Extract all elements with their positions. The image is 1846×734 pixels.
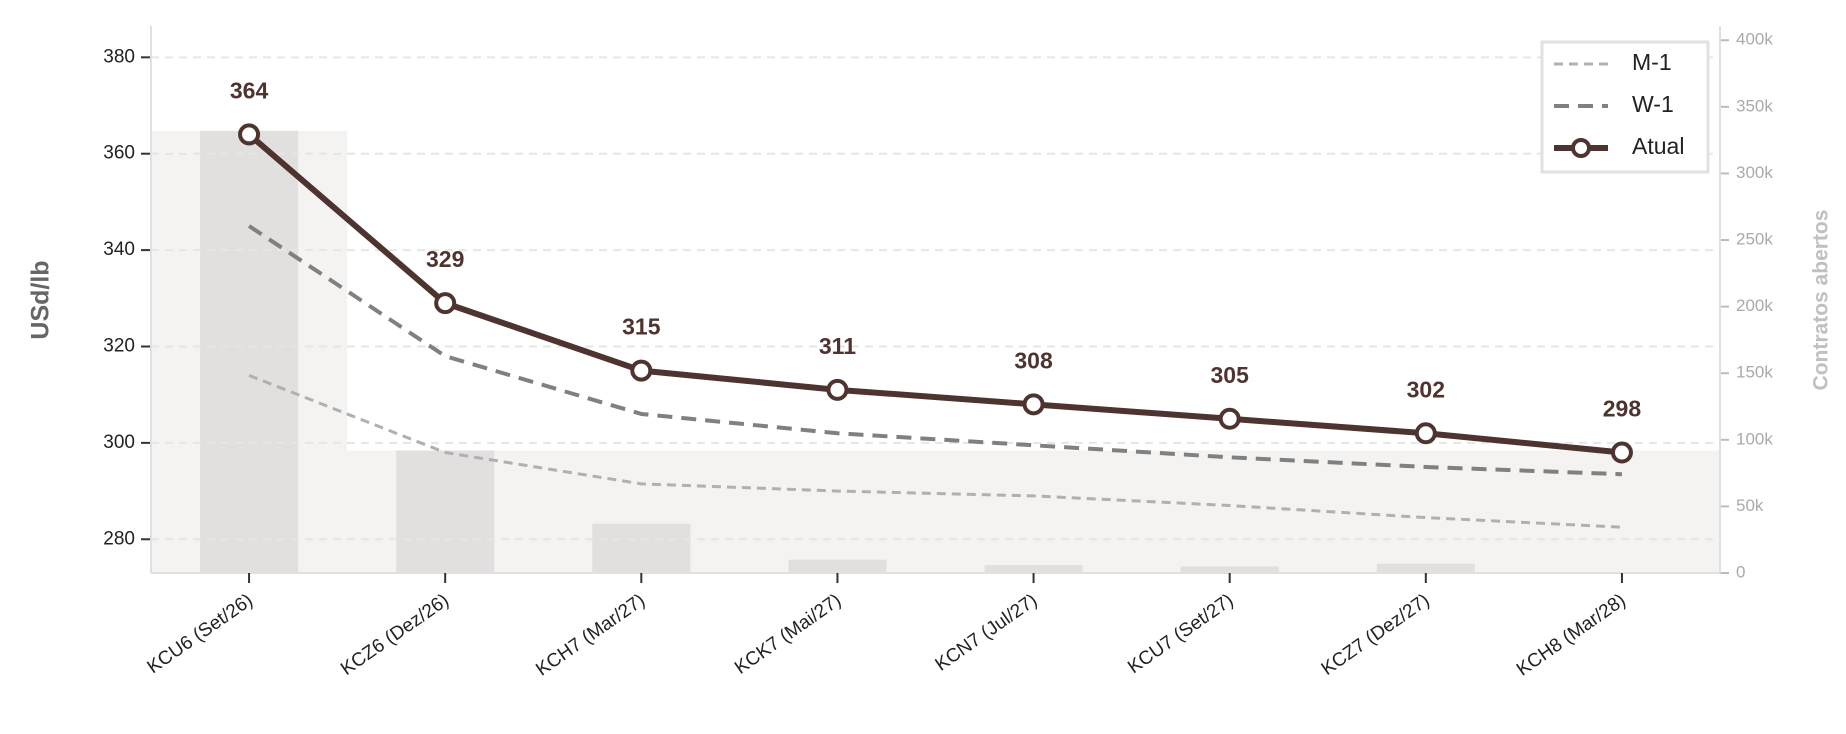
y-axis-label: USd/lb (27, 260, 55, 339)
x-tick-label: KCH7 (Mar/27) (532, 590, 649, 680)
legend-label: M-1 (1632, 49, 1672, 75)
marker (434, 292, 457, 315)
y2-tick-label: 400k (1736, 30, 1773, 49)
y2-axis-label: Contratos abertos (1810, 210, 1833, 391)
marker (238, 123, 261, 146)
legend-marker (1571, 138, 1591, 158)
x-tick-label: KCZ6 (Dez/26) (337, 590, 453, 680)
y2-tick-label: 350k (1736, 96, 1773, 115)
legend-label: Atual (1632, 133, 1684, 159)
marker (1610, 441, 1633, 464)
marker (826, 378, 849, 401)
line (247, 132, 1623, 456)
y2-tick-label: 0 (1736, 562, 1745, 581)
x-tick-label: KCU7 (Set/27) (1124, 590, 1237, 678)
y-tick-label: 300 (103, 432, 135, 453)
y2-tick-label: 200k (1736, 296, 1773, 315)
data-label: 302 (1407, 376, 1445, 402)
x-tick-label: KCZ7 (Dez/27) (1318, 590, 1434, 680)
y2-tick-label: 300k (1736, 163, 1773, 182)
data-label: 329 (426, 246, 464, 272)
legend-label: W-1 (1632, 91, 1674, 117)
bar (592, 523, 691, 573)
marker (1022, 393, 1045, 416)
bar (1376, 563, 1475, 573)
x-tick-label: KCH8 (Mar/28) (1513, 590, 1630, 680)
y2-tick-label: 250k (1736, 230, 1773, 249)
bar (788, 559, 887, 573)
marker (1218, 407, 1241, 430)
x-tick-label: KCU6 (Set/26) (144, 590, 257, 678)
line (248, 374, 1623, 529)
data-label: 311 (819, 333, 856, 359)
y-tick-label: 360 (103, 143, 135, 164)
background-area (151, 130, 1720, 573)
y-tick-label: 280 (103, 528, 135, 549)
marker (630, 359, 653, 382)
line (247, 224, 1623, 477)
marker (1414, 422, 1437, 445)
y2-tick-label: 150k (1736, 363, 1773, 382)
data-label: 305 (1211, 362, 1250, 388)
bar (1180, 566, 1279, 573)
y-tick-label: 320 (103, 336, 135, 357)
x-tick-label: KCK7 (Mai/27) (731, 590, 845, 679)
data-label: 315 (622, 314, 661, 340)
y-tick-label: 380 (103, 46, 135, 67)
y-tick-label: 340 (103, 239, 135, 260)
data-label: 308 (1014, 347, 1053, 373)
bar (200, 130, 299, 573)
y2-tick-label: 50k (1736, 496, 1764, 515)
data-label: 364 (230, 78, 269, 104)
x-tick-label: KCN7 (Jul/27) (932, 590, 1042, 676)
bar (984, 565, 1083, 573)
bar (396, 450, 495, 573)
y2-tick-label: 100k (1736, 429, 1773, 448)
data-label: 298 (1603, 396, 1642, 422)
